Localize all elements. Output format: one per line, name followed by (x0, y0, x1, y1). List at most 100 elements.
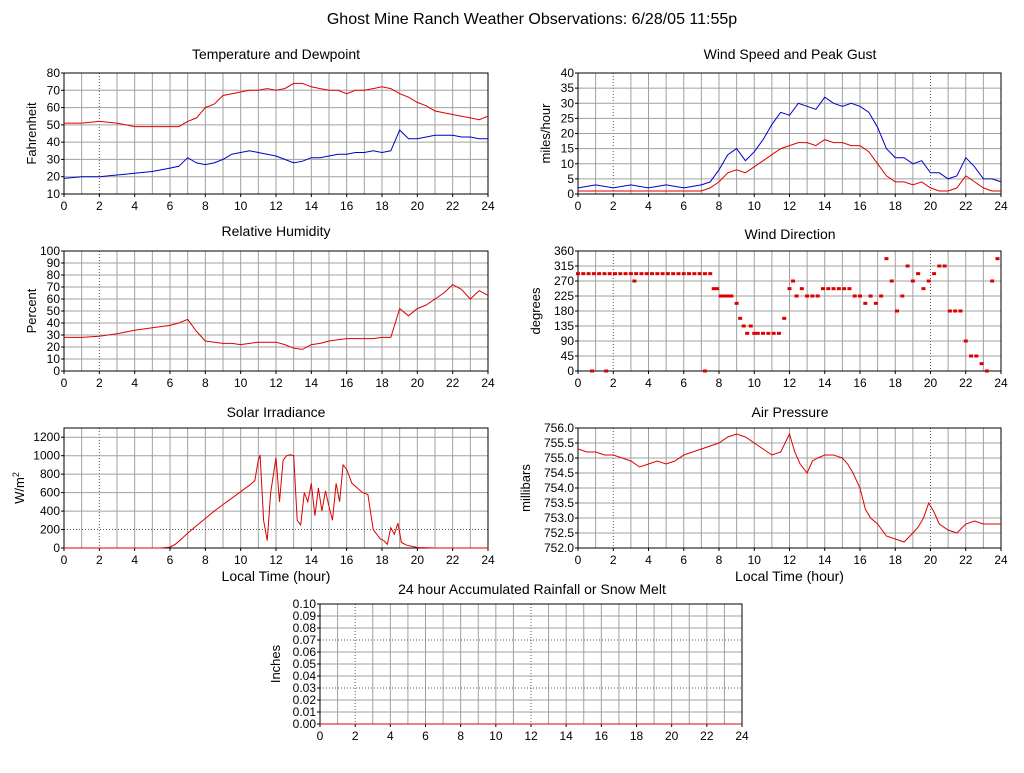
y-tick-label: 754.5 (544, 466, 574, 480)
wind_direction-point (581, 272, 586, 276)
solar-series-0-line (64, 454, 488, 549)
wind_direction-point (655, 272, 660, 276)
y-tick-label: 400 (40, 504, 60, 518)
wind_direction-point (921, 287, 926, 291)
y-tick-label: 60 (47, 101, 61, 115)
x-tick-label: 20 (411, 553, 425, 567)
wind_direction-point (722, 294, 727, 298)
pressure-y-label: millibars (518, 464, 533, 512)
x-tick-label: 22 (959, 553, 973, 567)
temperature-series-0-line (64, 82, 489, 128)
wind_direction-point (958, 309, 963, 313)
wind_direction-point (671, 272, 676, 276)
x-tick-label: 22 (959, 199, 973, 213)
x-tick-label: 10 (234, 553, 248, 567)
wind_direction-point (745, 331, 750, 335)
wind_direction-point (895, 309, 900, 313)
x-tick-label: 12 (783, 199, 797, 213)
x-tick-label: 8 (202, 199, 209, 213)
x-tick-label: 4 (387, 729, 394, 743)
wind_direction-point (602, 272, 607, 276)
wind_direction-point (639, 272, 644, 276)
x-tick-label: 12 (783, 553, 797, 567)
wind_direction-point (805, 294, 810, 298)
y-tick-label: 1000 (33, 449, 60, 463)
wind_direction-point (889, 279, 894, 283)
wind_direction-y-label: degrees (528, 287, 543, 334)
y-tick-label: 10 (47, 352, 61, 366)
y-tick-label: 0.00 (293, 717, 317, 731)
wind_direction-point (766, 331, 771, 335)
wind_direction-point (628, 272, 633, 276)
wind_direction-point (799, 287, 804, 291)
wind_direction-point (937, 264, 942, 268)
x-tick-label: 16 (595, 729, 609, 743)
y-tick-label: 800 (40, 467, 60, 481)
x-tick-label: 20 (411, 376, 425, 390)
x-tick-label: 4 (131, 553, 138, 567)
y-tick-label: 30 (47, 152, 61, 166)
wind_direction-point (618, 272, 623, 276)
wind_direction-point (787, 287, 792, 291)
x-tick-label: 10 (748, 376, 762, 390)
solar-y-label: W/m2 (11, 472, 27, 504)
y-tick-label: 0 (53, 541, 60, 555)
y-tick-label: 315 (554, 259, 574, 273)
x-tick-label: 24 (735, 729, 749, 743)
x-tick-label: 20 (924, 553, 938, 567)
x-tick-label: 2 (96, 376, 103, 390)
y-tick-label: 180 (554, 304, 574, 318)
wind_direction-point (947, 309, 952, 313)
x-tick-label: 16 (853, 553, 867, 567)
wind_direction-point (932, 272, 937, 276)
wind_speed-y-label: miles/hour (538, 103, 553, 164)
x-tick-label: 20 (924, 376, 938, 390)
x-tick-label: 18 (889, 376, 903, 390)
wind_direction-point (644, 272, 649, 276)
pressure-title: Air Pressure (751, 404, 828, 420)
y-tick-label: 755.0 (544, 451, 574, 465)
y-tick-label: 40 (561, 66, 575, 80)
x-tick-label: 0 (575, 553, 582, 567)
x-tick-label: 14 (305, 553, 319, 567)
x-tick-label: 14 (305, 199, 319, 213)
y-tick-label: 10 (47, 187, 61, 201)
wind_direction-point (591, 272, 596, 276)
x-tick-label: 4 (645, 553, 652, 567)
x-tick-label: 14 (818, 376, 832, 390)
wind_direction-point (748, 324, 753, 328)
y-tick-label: 0 (53, 364, 60, 378)
wind_direction-title: Wind Direction (744, 226, 835, 242)
x-tick-label: 4 (131, 199, 138, 213)
wind_speed-series-0-line (577, 96, 1002, 189)
wind_direction-point (884, 257, 889, 261)
rainfall-y-label: Inches (268, 644, 283, 683)
y-tick-label: 600 (40, 486, 60, 500)
pressure-series-0-line (577, 432, 1001, 543)
y-tick-label: 0.10 (293, 597, 317, 611)
y-tick-label: 756.0 (544, 421, 574, 435)
y-tick-label: 755.5 (544, 436, 574, 450)
x-tick-label: 22 (959, 376, 973, 390)
y-tick-label: 0.05 (293, 657, 317, 671)
x-tick-label: 10 (748, 199, 762, 213)
x-tick-label: 24 (994, 553, 1008, 567)
x-tick-label: 18 (375, 199, 389, 213)
wind_direction-point (794, 294, 799, 298)
wind_speed-title: Wind Speed and Peak Gust (704, 46, 877, 62)
wind_direction-point (995, 257, 1000, 261)
y-tick-label: 30 (47, 328, 61, 342)
page-title: Ghost Mine Ranch Weather Observations: 6… (327, 11, 737, 28)
wind_direction-point (692, 272, 697, 276)
y-tick-label: 0.08 (293, 621, 317, 635)
wind_direction-point (842, 287, 847, 291)
x-tick-label: 22 (446, 376, 460, 390)
wind_direction-point (687, 272, 692, 276)
y-tick-label: 0 (567, 364, 574, 378)
y-tick-label: 70 (47, 280, 61, 294)
humidity-series-0-line (64, 283, 489, 350)
wind_direction-point (660, 272, 665, 276)
wind_direction-point (650, 272, 655, 276)
y-tick-label: 225 (554, 289, 574, 303)
